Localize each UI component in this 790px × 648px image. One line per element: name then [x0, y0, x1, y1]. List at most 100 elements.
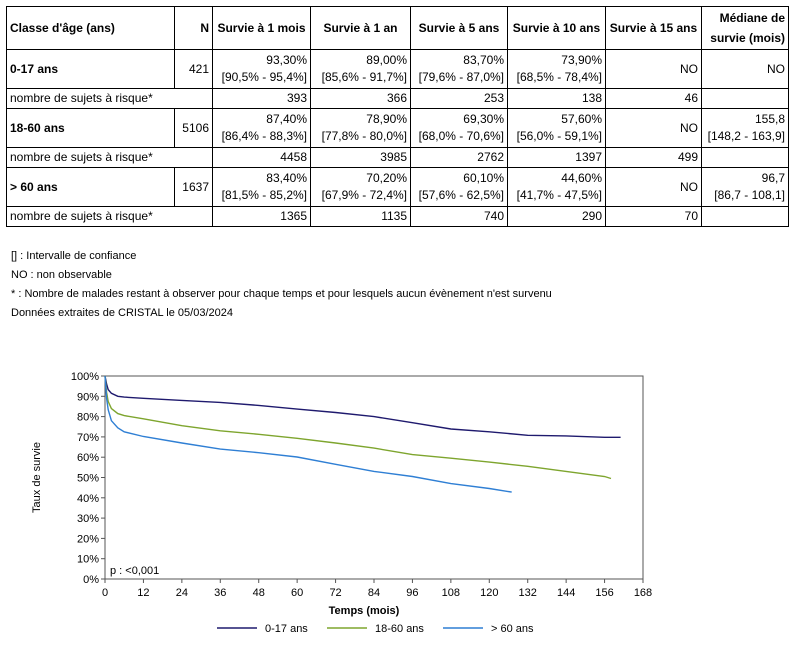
age-class-label: 18-60 ans: [6, 108, 175, 148]
survival-cell: 44,60% [41,7% - 47,5%]: [507, 167, 606, 207]
survival-cell: 83,70% [79,6% - 87,0%]: [410, 49, 508, 89]
y-tick-label: 80%: [77, 412, 99, 424]
survival-value: 83,40%: [266, 171, 307, 185]
median-value: NO: [767, 61, 785, 76]
series-line-2: [104, 375, 512, 493]
note-subjects-at-risk: * : Nombre de malades restant à observer…: [11, 288, 552, 300]
x-tick-label: 108: [442, 587, 460, 599]
y-tick-label: 50%: [77, 473, 99, 485]
subjects-at-risk-value: 1365: [212, 206, 311, 227]
survival-cell: NO: [605, 167, 702, 207]
y-tick-label: 0%: [83, 574, 99, 586]
note-confidence-interval: [] : Intervalle de confiance: [11, 250, 137, 262]
survival-cell: NO: [605, 49, 702, 89]
subjects-at-risk-value: 4458: [212, 147, 311, 168]
subjects-at-risk-value: 70: [605, 206, 702, 227]
empty-cell: [701, 206, 789, 227]
x-tick-label: 96: [406, 587, 418, 599]
age-class-label: 0-17 ans: [6, 49, 175, 89]
n-value: 1637: [174, 167, 213, 207]
x-tick-label: 120: [480, 587, 498, 599]
confidence-interval: [67,9% - 72,4%]: [321, 188, 407, 202]
confidence-interval: [81,5% - 85,2%]: [221, 188, 307, 202]
confidence-interval: [86,4% - 88,3%]: [221, 129, 307, 143]
x-tick-label: 72: [329, 587, 341, 599]
survival-cell: NO: [605, 108, 702, 148]
header-surv-1-month: Survie à 1 mois: [212, 6, 311, 50]
confidence-interval: [77,8% - 80,0%]: [321, 129, 407, 143]
x-tick-label: 156: [595, 587, 613, 599]
note-data-source: Données extraites de CRISTAL le 05/03/20…: [11, 307, 233, 319]
x-tick-label: 12: [137, 587, 149, 599]
subjects-at-risk-value: 366: [310, 88, 411, 109]
median-confidence-interval: [86,7 - 108,1]: [714, 188, 785, 202]
survival-value: 78,90%: [366, 112, 407, 126]
survival-cell: 70,20% [67,9% - 72,4%]: [310, 167, 411, 207]
x-tick-label: 84: [368, 587, 380, 599]
x-tick-label: 48: [253, 587, 265, 599]
x-tick-label: 60: [291, 587, 303, 599]
y-tick-label: 60%: [77, 452, 99, 464]
y-tick-label: 100%: [71, 371, 99, 383]
subjects-at-risk-value: 2762: [410, 147, 508, 168]
confidence-interval: [68,5% - 78,4%]: [516, 70, 602, 84]
confidence-interval: [41,7% - 47,5%]: [516, 188, 602, 202]
survival-value: 93,30%: [266, 53, 307, 67]
series-line-0: [104, 375, 621, 439]
x-tick-label: 144: [557, 587, 575, 599]
table-header-row: Classe d'âge (ans) N Survie à 1 mois Sur…: [6, 6, 789, 50]
subjects-at-risk-value: 740: [410, 206, 508, 227]
subjects-at-risk-label: nombre de sujets à risque*: [6, 88, 213, 109]
subjects-at-risk-value: 1135: [310, 206, 411, 227]
survival-cell: 87,40% [86,4% - 88,3%]: [212, 108, 311, 148]
subjects-at-risk-value: 499: [605, 147, 702, 168]
table-row-group: 0-17 ans 421 93,30% [90,5% - 95,4%] 89,00% [8…: [6, 49, 789, 89]
n-value: 421: [174, 49, 213, 89]
y-tick-label: 70%: [77, 432, 99, 444]
subjects-at-risk-value: 138: [507, 88, 606, 109]
legend-label: 0-17 ans: [265, 623, 308, 635]
subjects-at-risk-label: nombre de sujets à risque*: [6, 147, 213, 168]
subjects-at-risk-value: 393: [212, 88, 311, 109]
table-row-risk: nombre de sujets à risque* 4458 3985 2762 13…: [6, 147, 789, 168]
header-surv-15-years: Survie à 15 ans: [605, 6, 702, 50]
confidence-interval: [79,6% - 87,0%]: [418, 70, 504, 84]
median-cell: 155,8 [148,2 - 163,9]: [701, 108, 789, 148]
y-axis-label: Taux de survie: [31, 442, 43, 513]
x-tick-label: 132: [519, 587, 537, 599]
median-cell: 96,7 [86,7 - 108,1]: [701, 167, 789, 207]
table-notes: [] : Intervalle de confiance NO : non ob…: [11, 247, 552, 323]
survival-value: NO: [680, 120, 698, 135]
survival-value: 70,20%: [366, 171, 407, 185]
legend-label: > 60 ans: [491, 623, 534, 635]
y-tick-label: 20%: [77, 533, 99, 545]
table-row-group: 18-60 ans 5106 87,40% [86,4% - 88,3%] 78,90%…: [6, 108, 789, 148]
survival-cell: 60,10% [57,6% - 62,5%]: [410, 167, 508, 207]
confidence-interval: [85,6% - 91,7%]: [321, 70, 407, 84]
survival-cell: 89,00% [85,6% - 91,7%]: [310, 49, 411, 89]
plot-area: [104, 375, 644, 580]
subjects-at-risk-value: 253: [410, 88, 508, 109]
survival-value: 89,00%: [366, 53, 407, 67]
note-not-observable: NO : non observable: [11, 269, 112, 281]
confidence-interval: [90,5% - 95,4%]: [221, 70, 307, 84]
survival-cell: 93,30% [90,5% - 95,4%]: [212, 49, 311, 89]
header-surv-10-years: Survie à 10 ans: [507, 6, 606, 50]
survival-cell: 83,40% [81,5% - 85,2%]: [212, 167, 311, 207]
confidence-interval: [57,6% - 62,5%]: [418, 188, 504, 202]
n-value: 5106: [174, 108, 213, 148]
confidence-interval: [68,0% - 70,6%]: [418, 129, 504, 143]
table-row-risk: nombre de sujets à risque* 1365 1135 740 290…: [6, 206, 789, 227]
survival-value: 57,60%: [561, 112, 602, 126]
subjects-at-risk-value: 1397: [507, 147, 606, 168]
survival-cell: 78,90% [77,8% - 80,0%]: [310, 108, 411, 148]
empty-cell: [701, 147, 789, 168]
header-surv-5-years: Survie à 5 ans: [410, 6, 508, 50]
survival-cell: 69,30% [68,0% - 70,6%]: [410, 108, 508, 148]
y-tick-label: 90%: [77, 391, 99, 403]
header-surv-1-year: Survie à 1 an: [310, 6, 411, 50]
median-confidence-interval: [148,2 - 163,9]: [707, 129, 785, 143]
age-class-label: > 60 ans: [6, 167, 175, 207]
header-age-class: Classe d'âge (ans): [6, 6, 175, 50]
survival-value: NO: [680, 61, 698, 76]
